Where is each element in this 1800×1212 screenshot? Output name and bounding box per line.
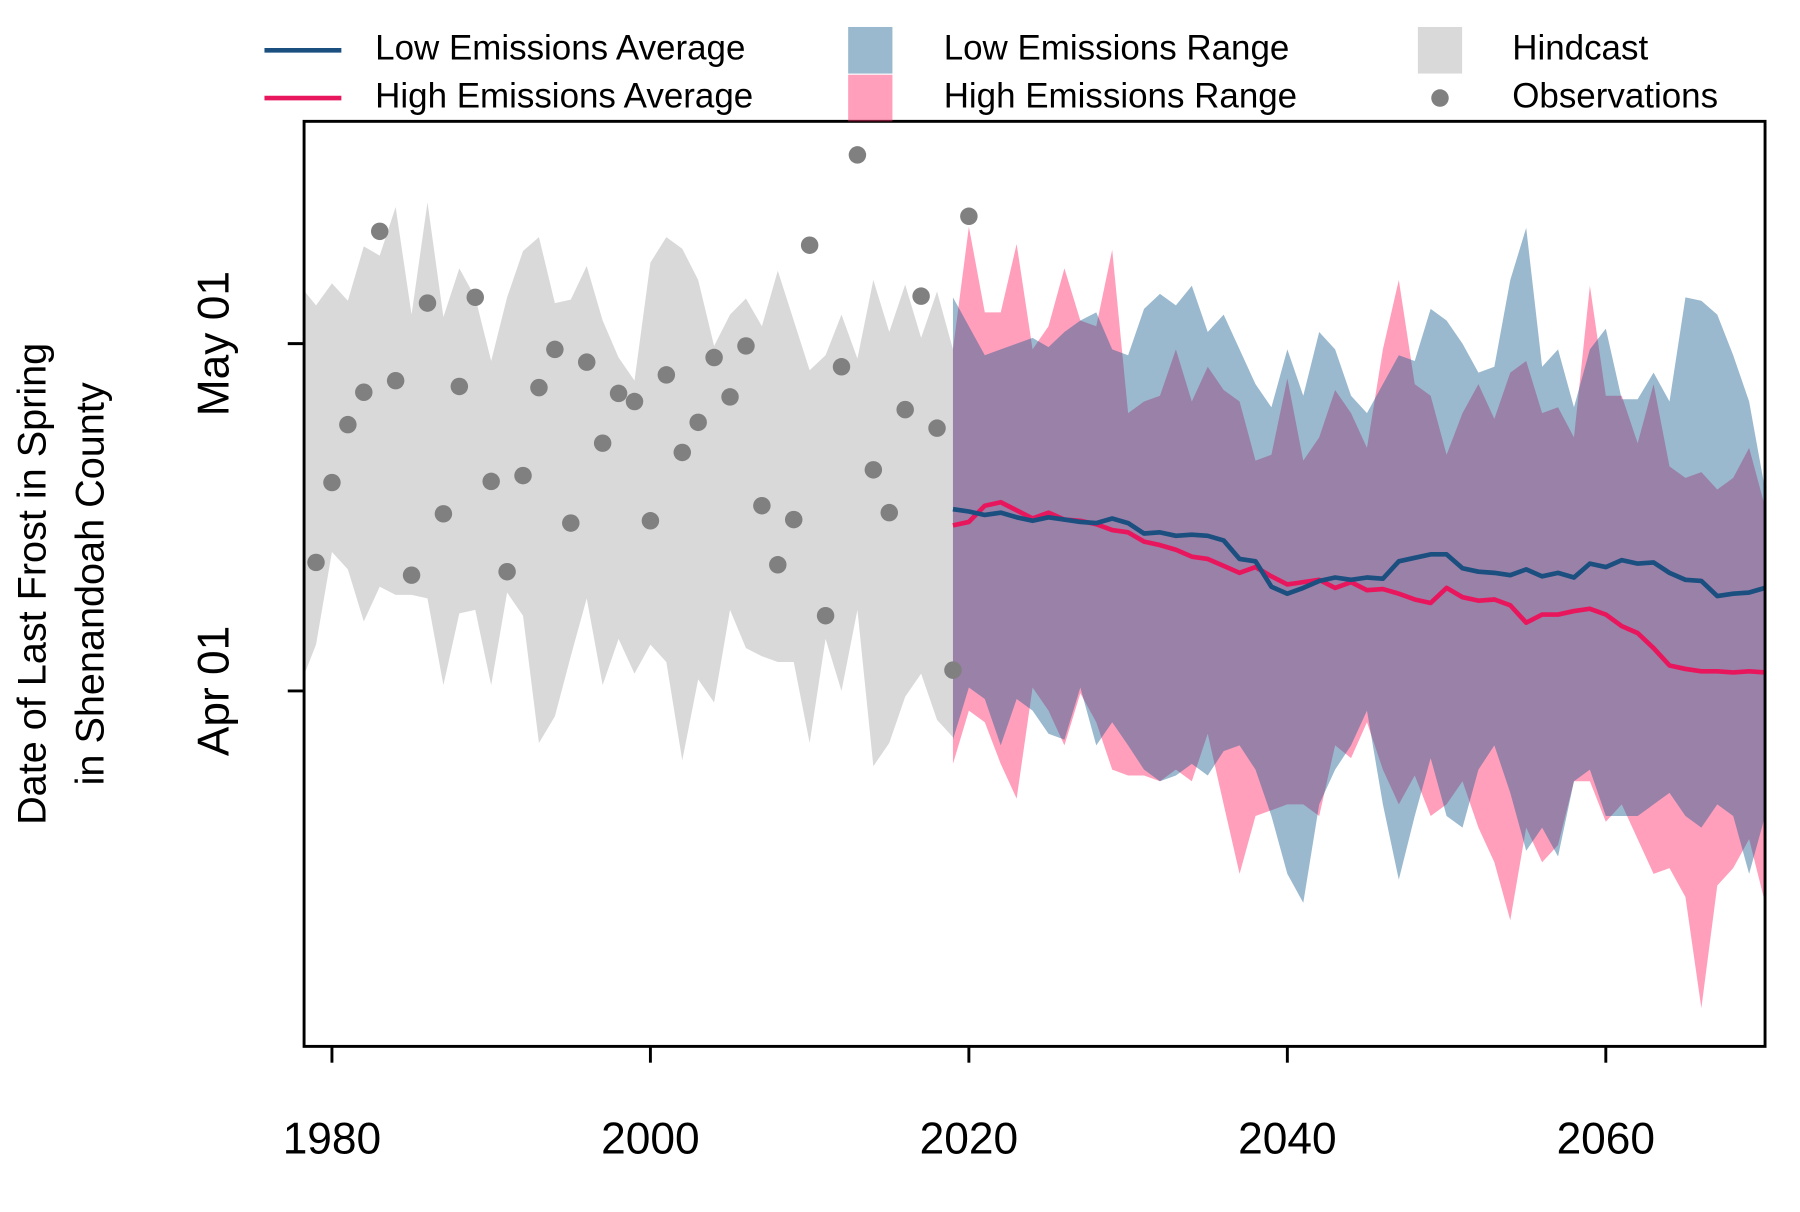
- legend-swatch: [848, 26, 893, 74]
- observation-point: [641, 512, 660, 530]
- observation-point: [896, 400, 914, 419]
- observation-point: [769, 556, 787, 574]
- observation-point: [848, 146, 867, 164]
- observation-point: [530, 378, 548, 397]
- observation-point: [514, 466, 532, 485]
- observation-point: [816, 606, 835, 625]
- observation-point: [307, 553, 325, 572]
- legend-label: Low Emissions Range: [944, 29, 1290, 68]
- y-axis-label: in Shenandoah County: [69, 382, 113, 785]
- observation-point: [912, 287, 930, 305]
- observation-point: [546, 340, 564, 359]
- observation-point: [370, 222, 389, 241]
- observation-point: [705, 348, 723, 367]
- legend-label: Hindcast: [1512, 29, 1648, 68]
- x-tick-label: 2000: [601, 1115, 699, 1164]
- observation-point: [944, 661, 962, 679]
- average-line: [952, 506, 1766, 599]
- observation-point: [450, 377, 469, 396]
- y-tick-label: Apr 01: [189, 626, 238, 756]
- observation-point: [402, 566, 421, 584]
- observation-point: [673, 443, 691, 462]
- observation-point: [753, 496, 771, 515]
- legend-dot: [1431, 89, 1449, 107]
- range-band: [304, 202, 953, 767]
- observation-point: [562, 514, 580, 532]
- observation-point: [482, 472, 500, 491]
- observation-point: [880, 503, 899, 522]
- x-tick-label: 1980: [283, 1115, 381, 1164]
- observation-point: [784, 510, 803, 529]
- observation-point: [466, 288, 484, 307]
- x-tick-label: 2060: [1557, 1115, 1655, 1164]
- legend-label: Observations: [1512, 76, 1718, 115]
- observation-point: [737, 337, 755, 355]
- x-tick-label: 2020: [920, 1115, 1018, 1164]
- observation-point: [960, 207, 978, 226]
- observation-point: [418, 294, 437, 312]
- legend-label: High Emissions Range: [944, 76, 1297, 115]
- x-tick-label: 2040: [1238, 1115, 1336, 1164]
- range-band: [952, 227, 1766, 903]
- legend-swatch: [848, 74, 893, 122]
- legend-swatch: [1417, 26, 1463, 74]
- observation-point: [609, 384, 628, 403]
- plot-area: [304, 146, 1766, 1009]
- observation-point: [339, 415, 357, 434]
- observation-point: [498, 562, 516, 581]
- y-tick-label: May 01: [189, 271, 238, 416]
- observation-point: [386, 371, 405, 390]
- observation-point: [800, 236, 819, 254]
- plot-content: [304, 146, 1766, 1009]
- plot-frame: [302, 119, 1767, 1048]
- legend-label: Low Emissions Average: [375, 29, 745, 68]
- observation-point: [657, 366, 676, 384]
- observation-point: [434, 505, 453, 523]
- observation-point: [832, 358, 851, 376]
- observation-point: [928, 419, 946, 437]
- observation-point: [323, 473, 341, 492]
- observation-point: [577, 353, 596, 371]
- observation-point: [593, 434, 612, 452]
- observation-point: [721, 388, 739, 406]
- observation-point: [355, 383, 373, 401]
- range-band: [952, 226, 1766, 1009]
- observation-point: [864, 461, 883, 479]
- observation-point: [689, 413, 707, 432]
- legend-label: High Emissions Average: [375, 76, 753, 115]
- y-axis-label: Date of Last Frost in Spring: [10, 343, 54, 825]
- observation-point: [625, 392, 644, 411]
